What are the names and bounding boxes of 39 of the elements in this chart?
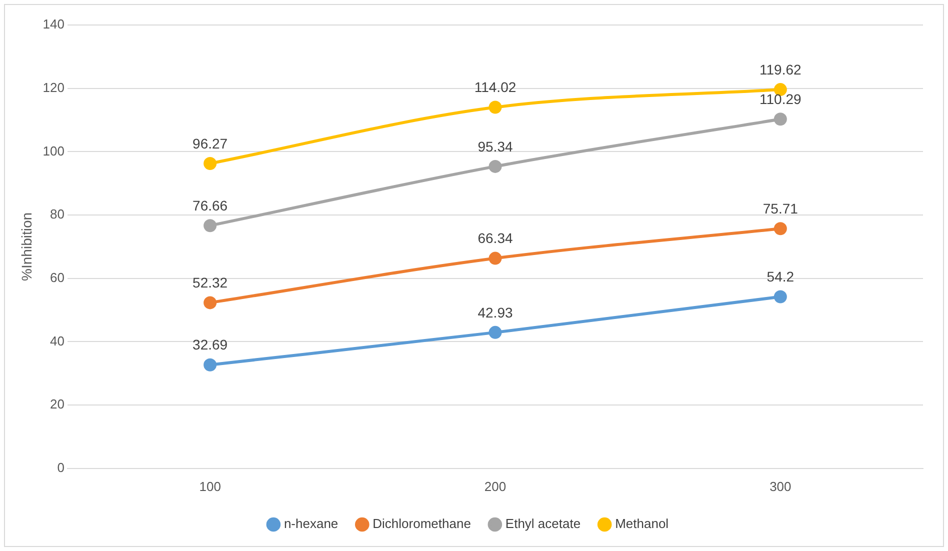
point — [204, 358, 217, 372]
legend-label: Dichloromethane — [372, 516, 471, 532]
y-tick-label: 100 — [42, 143, 64, 158]
data-label: 52.32 — [192, 274, 228, 291]
data-label: 76.66 — [192, 197, 228, 214]
data-label: 119.62 — [760, 61, 802, 78]
y-tick-label: 40 — [50, 333, 64, 348]
y-tick-label: 140 — [42, 16, 64, 32]
x-tick-label: 300 — [770, 478, 792, 494]
point — [488, 326, 502, 339]
y-tick-label: 20 — [50, 396, 64, 412]
data-label: 32.69 — [192, 336, 228, 353]
y-tick-label: 60 — [50, 270, 64, 285]
data-label: 54.2 — [766, 268, 794, 285]
data-label: 66.34 — [478, 230, 513, 246]
point — [488, 100, 502, 114]
point — [488, 160, 502, 173]
legend-label: Methanol — [615, 516, 669, 532]
y-axis-title: %Inhibition — [18, 212, 34, 281]
data-label: 114.02 — [474, 79, 516, 96]
x-tick-label: 200 — [484, 478, 506, 494]
y-tick-label: 80 — [50, 206, 64, 222]
point — [774, 222, 787, 236]
data-label: 96.27 — [192, 135, 228, 152]
y-tick-label: 120 — [42, 80, 64, 95]
data-label: 110.29 — [760, 90, 802, 107]
point — [488, 252, 502, 265]
point — [774, 290, 787, 304]
point — [204, 157, 217, 170]
point — [204, 219, 217, 232]
data-label: 42.93 — [478, 304, 513, 320]
legend-label: n-hexane — [284, 516, 338, 532]
y-tick-label: 0 — [57, 460, 64, 475]
legend-label: Ethyl acetate — [505, 516, 581, 532]
data-label: 75.71 — [762, 200, 798, 216]
point — [204, 296, 217, 310]
point — [774, 112, 787, 126]
x-tick-label: 100 — [199, 478, 221, 494]
data-label: 95.34 — [478, 138, 513, 154]
